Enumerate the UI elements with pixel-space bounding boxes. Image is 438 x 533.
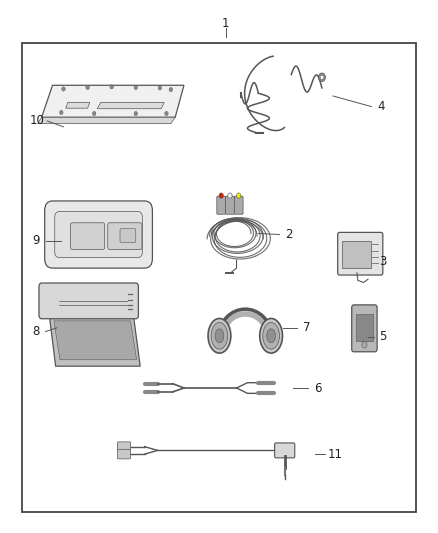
- Bar: [22, 43, 416, 512]
- Circle shape: [169, 87, 173, 92]
- FancyBboxPatch shape: [108, 223, 142, 249]
- Circle shape: [158, 86, 162, 90]
- FancyBboxPatch shape: [226, 196, 234, 214]
- Text: 11: 11: [328, 448, 343, 461]
- Circle shape: [237, 193, 241, 198]
- FancyBboxPatch shape: [55, 212, 142, 257]
- FancyBboxPatch shape: [71, 223, 105, 249]
- Text: 2: 2: [285, 228, 293, 241]
- Circle shape: [60, 110, 63, 115]
- Circle shape: [86, 85, 89, 90]
- Polygon shape: [54, 321, 137, 360]
- Circle shape: [134, 111, 138, 116]
- Circle shape: [134, 85, 138, 90]
- FancyBboxPatch shape: [356, 314, 373, 341]
- Circle shape: [92, 111, 96, 116]
- Circle shape: [219, 193, 223, 198]
- Circle shape: [318, 73, 325, 82]
- Circle shape: [228, 193, 232, 198]
- Ellipse shape: [263, 322, 279, 349]
- Text: 7: 7: [303, 321, 311, 334]
- Text: 10: 10: [30, 115, 45, 127]
- FancyBboxPatch shape: [352, 305, 377, 352]
- Text: 1: 1: [222, 17, 230, 30]
- FancyBboxPatch shape: [234, 196, 243, 214]
- FancyBboxPatch shape: [217, 196, 226, 214]
- Ellipse shape: [208, 318, 231, 353]
- FancyBboxPatch shape: [117, 442, 131, 451]
- FancyBboxPatch shape: [117, 449, 131, 459]
- Circle shape: [165, 111, 168, 116]
- Text: 8: 8: [32, 325, 39, 338]
- Polygon shape: [49, 317, 140, 366]
- FancyBboxPatch shape: [39, 283, 138, 319]
- Polygon shape: [66, 102, 90, 108]
- Text: 3: 3: [380, 255, 387, 268]
- FancyBboxPatch shape: [338, 232, 383, 275]
- Circle shape: [362, 342, 367, 348]
- Text: 6: 6: [314, 382, 321, 394]
- FancyBboxPatch shape: [342, 241, 371, 268]
- Polygon shape: [97, 102, 164, 109]
- Ellipse shape: [260, 318, 283, 353]
- Text: 5: 5: [380, 330, 387, 343]
- Text: 9: 9: [32, 235, 40, 247]
- Polygon shape: [38, 117, 175, 124]
- Text: 4: 4: [377, 100, 385, 113]
- Ellipse shape: [267, 329, 276, 343]
- Ellipse shape: [211, 322, 228, 349]
- FancyBboxPatch shape: [120, 229, 136, 243]
- Ellipse shape: [215, 329, 224, 343]
- Circle shape: [110, 85, 113, 89]
- FancyBboxPatch shape: [275, 443, 295, 458]
- Circle shape: [320, 75, 324, 79]
- FancyBboxPatch shape: [45, 201, 152, 268]
- Circle shape: [62, 87, 65, 91]
- Polygon shape: [42, 85, 184, 117]
